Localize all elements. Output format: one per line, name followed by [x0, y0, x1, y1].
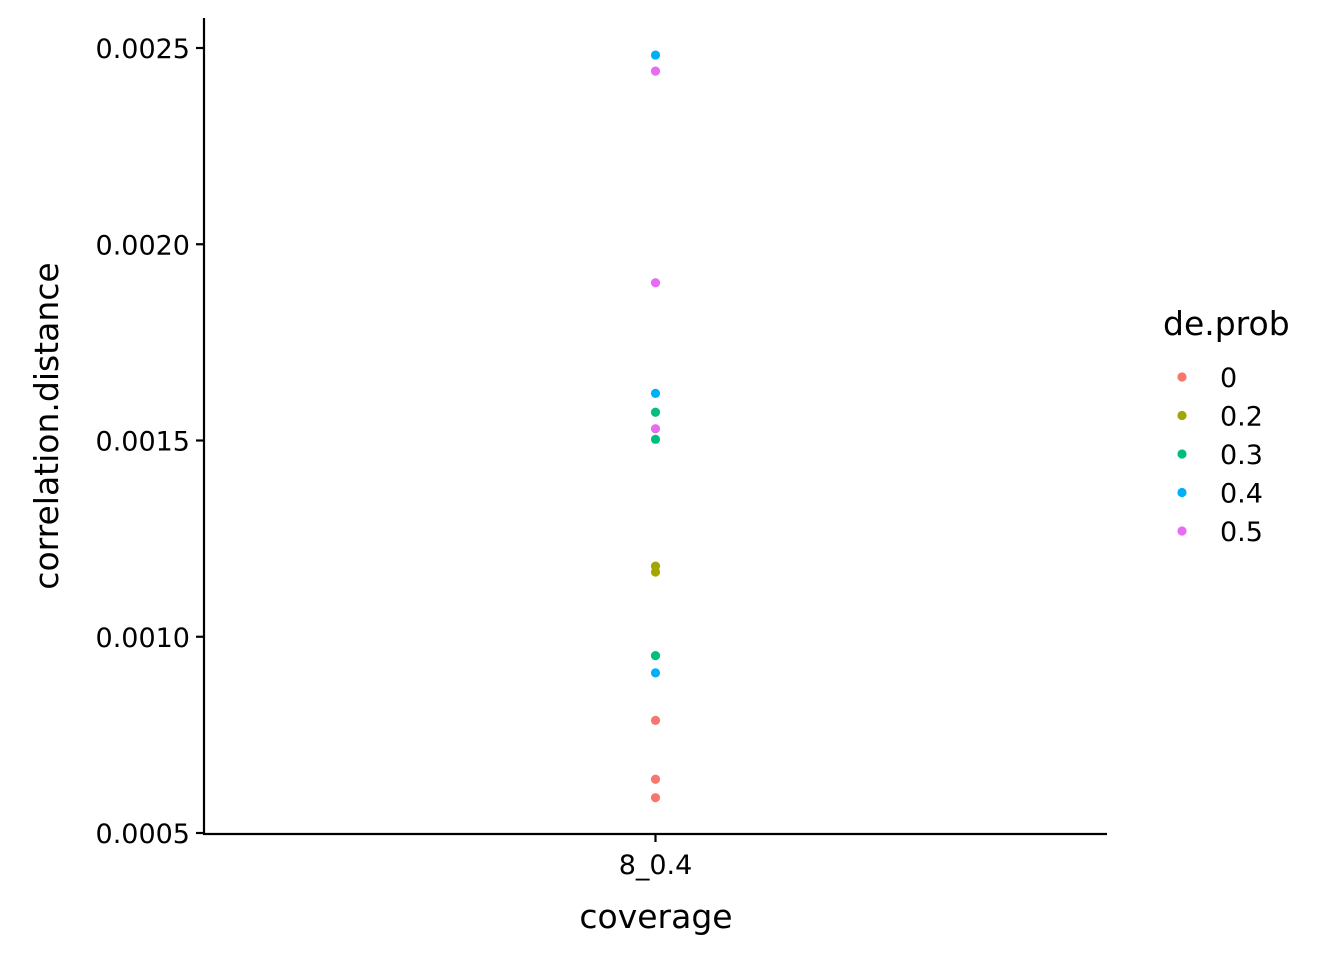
data-point — [650, 774, 661, 784]
y-tick-label: 0.0025 — [96, 34, 190, 65]
legend-key — [1177, 526, 1187, 536]
data-point — [650, 388, 661, 398]
y-axis-ticks: 0.0005 0.0010 0.0015 0.0020 0.0025 — [96, 34, 204, 850]
data-point — [650, 715, 661, 725]
legend-label: 0.2 — [1220, 402, 1263, 433]
data-point — [650, 650, 661, 661]
data-point — [650, 50, 661, 60]
legend-key — [1177, 410, 1187, 421]
legend-label: 0.3 — [1220, 440, 1263, 471]
legend-key — [1177, 372, 1187, 382]
y-axis-title: correlation.distance — [27, 262, 66, 589]
legend-label: 0.4 — [1220, 479, 1263, 510]
legend-key — [1177, 449, 1187, 459]
data-point — [650, 66, 661, 76]
legend-items: 0 0.2 0.3 0.4 0.5 — [1177, 363, 1263, 548]
data-point — [650, 424, 661, 434]
y-tick-label: 0.0010 — [96, 623, 190, 654]
x-tick-label: 8_0.4 — [619, 850, 693, 881]
data-point — [650, 793, 661, 803]
y-tick-label: 0.0020 — [96, 230, 190, 261]
y-tick-label: 0.0005 — [96, 819, 190, 850]
data-point — [650, 407, 661, 417]
y-tick-label: 0.0015 — [96, 427, 190, 458]
data-point — [650, 567, 661, 577]
x-axis-title: coverage — [579, 897, 732, 936]
legend: de.prob 0 0.2 0.3 0.4 0.5 — [1163, 304, 1290, 548]
data-points — [650, 50, 661, 803]
legend-key — [1177, 487, 1187, 498]
x-axis-ticks: 8_0.4 — [619, 834, 693, 881]
legend-label: 0.5 — [1220, 517, 1263, 548]
data-point — [650, 434, 661, 444]
data-point — [650, 278, 661, 288]
data-point — [650, 668, 661, 678]
legend-label: 0 — [1220, 363, 1237, 394]
legend-title: de.prob — [1163, 304, 1290, 343]
